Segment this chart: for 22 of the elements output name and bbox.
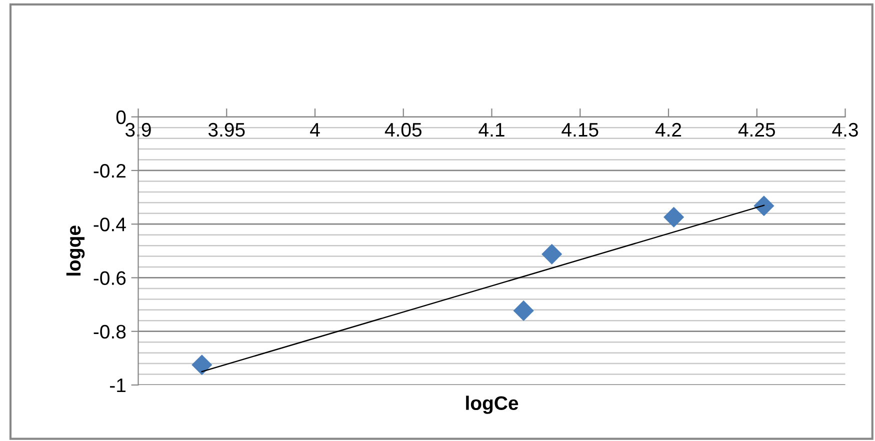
point [192, 354, 212, 376]
y-axis-title: logqe [66, 226, 85, 276]
y-tick-label: -0.4 [94, 218, 126, 232]
y-tick-label: 0 [116, 110, 126, 124]
y-tick-label: -0.8 [94, 324, 126, 339]
x-tick-label: 4.05 [384, 122, 422, 137]
x-tick-label: 4.1 [478, 123, 504, 137]
x-tick-label: 4.15 [562, 123, 598, 137]
point [754, 196, 774, 216]
x-tick-label: 3.9 [125, 122, 151, 137]
y-tick-label: -1 [110, 378, 126, 392]
y-tick-label: -0.2 [94, 164, 126, 178]
x-tick-label: 4.25 [738, 122, 775, 137]
point [664, 206, 684, 228]
x-tick-label: 4 [310, 123, 320, 137]
x-axis-title: logCe [466, 396, 518, 414]
x-tick-label: 4.2 [655, 122, 682, 137]
x-tick-label: 4.3 [832, 122, 858, 137]
y-tick-label: -0.6 [94, 271, 126, 285]
x-tick-label: 3.95 [208, 122, 245, 137]
point [513, 300, 534, 322]
point [542, 244, 562, 264]
